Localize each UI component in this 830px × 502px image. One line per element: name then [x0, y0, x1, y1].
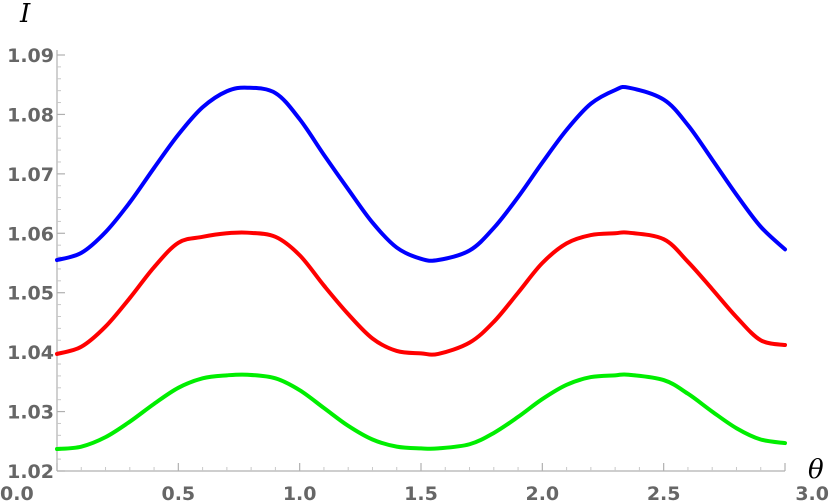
x-tick-label: 1.0 [283, 483, 317, 502]
y-tick-label: 1.07 [7, 164, 54, 186]
tick-labels: 1.02 1.03 1.04 1.05 1.06 1.07 1.08 1.09 0.0 0.5 1.… [0, 45, 829, 502]
y-tick-label: 1.03 [7, 402, 54, 424]
x-tick-label: 0.0 [0, 483, 34, 502]
x-tick-label: 3.0 [795, 483, 829, 502]
y-tick-label: 1.06 [7, 223, 54, 245]
x-tick-label: 2.5 [647, 483, 681, 502]
x-axis-label: θ [808, 455, 824, 485]
x-tick-label: 1.5 [404, 483, 438, 502]
y-tick-label: 1.02 [7, 461, 54, 483]
series-line-1 [55, 230, 787, 357]
y-tick-label: 1.05 [7, 283, 54, 305]
series-layer [55, 85, 787, 452]
x-tick-label: 0.5 [161, 483, 195, 502]
series-line-0 [55, 85, 787, 263]
x-tick-label: 2.0 [525, 483, 559, 502]
y-tick-label: 1.08 [7, 104, 54, 126]
ticks [56, 54, 786, 472]
y-tick-label: 1.09 [7, 45, 54, 67]
series-line-2 [55, 372, 787, 452]
y-tick-label: 1.04 [7, 342, 54, 364]
y-axis-label: I [19, 0, 31, 29]
